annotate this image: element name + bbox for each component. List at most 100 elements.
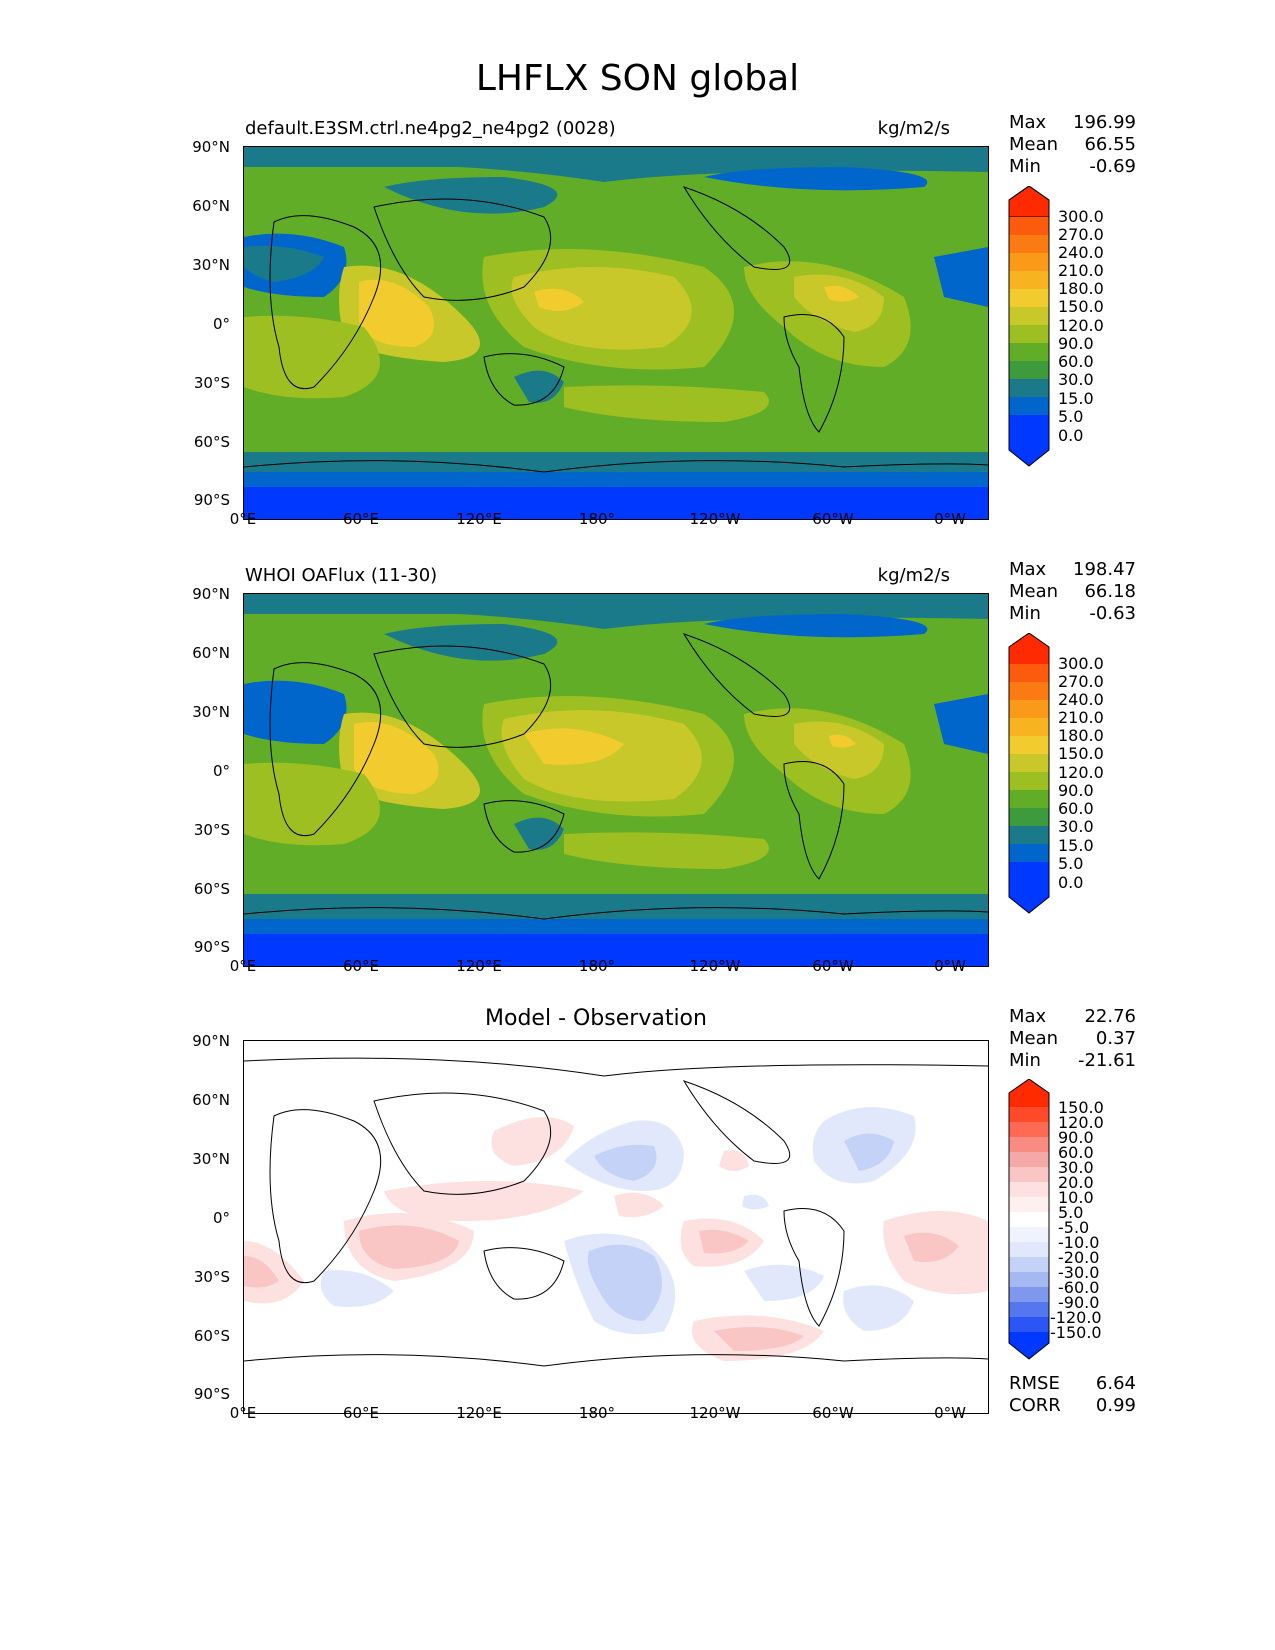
stat-label: Max	[1009, 112, 1047, 133]
panel-2-lon-tick: 120°E	[456, 957, 502, 975]
panel-2-lat-tick: 90°S	[193, 938, 230, 956]
panel-2-lat-tick: 60°S	[193, 880, 230, 898]
colorbar-label: 180.0	[1058, 279, 1104, 298]
panel-1-lat-tick: 90°N	[192, 138, 230, 156]
panel-2-lon-tick: 0°E	[229, 957, 257, 975]
panel-2-lon-tick: 180°	[578, 957, 616, 975]
colorbar-label: 30.0	[1058, 817, 1094, 836]
colorbar-label: 150.0	[1058, 297, 1104, 316]
colorbar-label: 240.0	[1058, 243, 1104, 262]
stat-value: 0.99	[1095, 1395, 1136, 1416]
colorbar-label: 300.0	[1058, 207, 1104, 226]
stat-value: 66.55	[1084, 134, 1136, 155]
panel-2-colorbar	[1008, 633, 1050, 914]
colorbar-label: 90.0	[1058, 1128, 1094, 1147]
colorbar-label: 150.0	[1058, 1098, 1104, 1117]
colorbar-label: -10.0	[1058, 1233, 1100, 1252]
panel-1-lat-tick: 30°S	[193, 374, 230, 392]
colorbar-label: 120.0	[1058, 316, 1104, 335]
panel-3-lon-tick: 0°W	[934, 1404, 966, 1422]
panel-1-left-title: default.E3SM.ctrl.ne4pg2_ne4pg2 (0028)	[245, 118, 616, 139]
panel-3-lat-tick: 90°S	[193, 1385, 230, 1403]
panel-1-lon-tick: 120°W	[689, 510, 741, 528]
panel-3-lat-tick: 60°N	[192, 1091, 230, 1109]
colorbar-label: 10.0	[1058, 1188, 1094, 1207]
panel-2-lat-tick: 30°N	[192, 703, 230, 721]
panel-2-units: kg/m2/s	[877, 565, 950, 586]
panel-3-map	[243, 1040, 989, 1414]
panel-2-lon-tick: 60°W	[812, 957, 854, 975]
panel-2-lat-tick: 30°S	[193, 821, 230, 839]
panel-3-extra-stats: RMSE 6.64 CORR 0.99	[1009, 1373, 1136, 1417]
stat-value: 198.47	[1073, 559, 1136, 580]
stat-value: 22.76	[1084, 1006, 1136, 1027]
panel-3-lat-tick: 30°N	[192, 1150, 230, 1168]
panel-1-lon-tick: 0°W	[934, 510, 966, 528]
panel-3-lon-tick: 60°W	[812, 1404, 854, 1422]
stat-label: Mean	[1009, 134, 1059, 155]
panel-3-lon-tick: 0°E	[229, 1404, 257, 1422]
panel-3-stats: Max 22.76 Mean 0.37 Min -21.61	[1009, 1006, 1136, 1072]
panel-2-map	[243, 593, 989, 967]
colorbar-label: 5.0	[1058, 854, 1084, 873]
stat-label: Min	[1009, 603, 1041, 624]
panel-2-lon-tick: 120°W	[689, 957, 741, 975]
panel-3-lon-tick: 60°E	[342, 1404, 380, 1422]
panel-3-title: Model - Observation	[485, 1006, 707, 1031]
stat-label: Min	[1009, 156, 1041, 177]
stat-label: Min	[1009, 1050, 1041, 1071]
panel-1-field	[244, 147, 988, 519]
panel-3-lon-tick: 120°W	[689, 1404, 741, 1422]
panel-2-lat-tick: 90°N	[192, 585, 230, 603]
panel-1-lat-tick: 0°	[212, 315, 230, 333]
stat-value: -0.63	[1089, 603, 1136, 624]
stat-value: -0.69	[1089, 156, 1136, 177]
panel-1-lon-tick: 0°E	[229, 510, 257, 528]
stat-label: CORR	[1009, 1395, 1061, 1416]
panel-3-lat-tick: 0°	[212, 1209, 230, 1227]
panel-2-field	[244, 594, 988, 966]
panel-3-lat-tick: 30°S	[193, 1268, 230, 1286]
stat-value: 0.37	[1095, 1028, 1136, 1049]
stat-label: Mean	[1009, 581, 1059, 602]
colorbar-label: 150.0	[1058, 744, 1104, 763]
stat-label: Mean	[1009, 1028, 1059, 1049]
colorbar-label: 60.0	[1058, 1143, 1094, 1162]
stat-value: 6.64	[1095, 1373, 1136, 1394]
panel-3-lat-tick: 90°N	[192, 1032, 230, 1050]
panel-1-lon-tick: 60°W	[812, 510, 854, 528]
colorbar-label: 270.0	[1058, 225, 1104, 244]
colorbar-label: 20.0	[1058, 1173, 1094, 1192]
panel-3-lon-tick: 180°	[578, 1404, 616, 1422]
stat-value: 196.99	[1073, 112, 1136, 133]
colorbar-label: -120.0	[1050, 1308, 1102, 1327]
panel-1-colorbar	[1008, 186, 1050, 467]
colorbar-label: 15.0	[1058, 389, 1094, 408]
colorbar-label: -5.0	[1058, 1218, 1090, 1237]
colorbar-label: 210.0	[1058, 708, 1104, 727]
colorbar-label: -60.0	[1058, 1278, 1100, 1297]
colorbar-label: 60.0	[1058, 799, 1094, 818]
panel-2-stats: Max 198.47 Mean 66.18 Min -0.63	[1009, 559, 1136, 625]
colorbar-label: -30.0	[1058, 1263, 1100, 1282]
panel-1-lat-tick: 60°N	[192, 197, 230, 215]
colorbar-label: 5.0	[1058, 407, 1084, 426]
colorbar-label: -90.0	[1058, 1293, 1100, 1312]
colorbar-label: 270.0	[1058, 672, 1104, 691]
stat-label: Max	[1009, 559, 1047, 580]
colorbar-label: 210.0	[1058, 261, 1104, 280]
colorbar-label: 90.0	[1058, 781, 1094, 800]
panel-3-lat-tick: 60°S	[193, 1327, 230, 1345]
panel-1-stats: Max 196.99 Mean 66.55 Min -0.69	[1009, 112, 1136, 178]
stat-label: RMSE	[1009, 1373, 1060, 1394]
colorbar-label: 0.0	[1058, 426, 1084, 445]
panel-1-map	[243, 146, 989, 520]
panel-1-lon-tick: 60°E	[342, 510, 380, 528]
panel-3-lon-tick: 120°E	[456, 1404, 502, 1422]
panel-2-lat-tick: 0°	[212, 762, 230, 780]
panel-1-lat-tick: 30°N	[192, 256, 230, 274]
panel-2-left-title: WHOI OAFlux (11-30)	[245, 565, 438, 586]
stat-label: Max	[1009, 1006, 1047, 1027]
colorbar-label: 60.0	[1058, 352, 1094, 371]
stat-value: 66.18	[1084, 581, 1136, 602]
